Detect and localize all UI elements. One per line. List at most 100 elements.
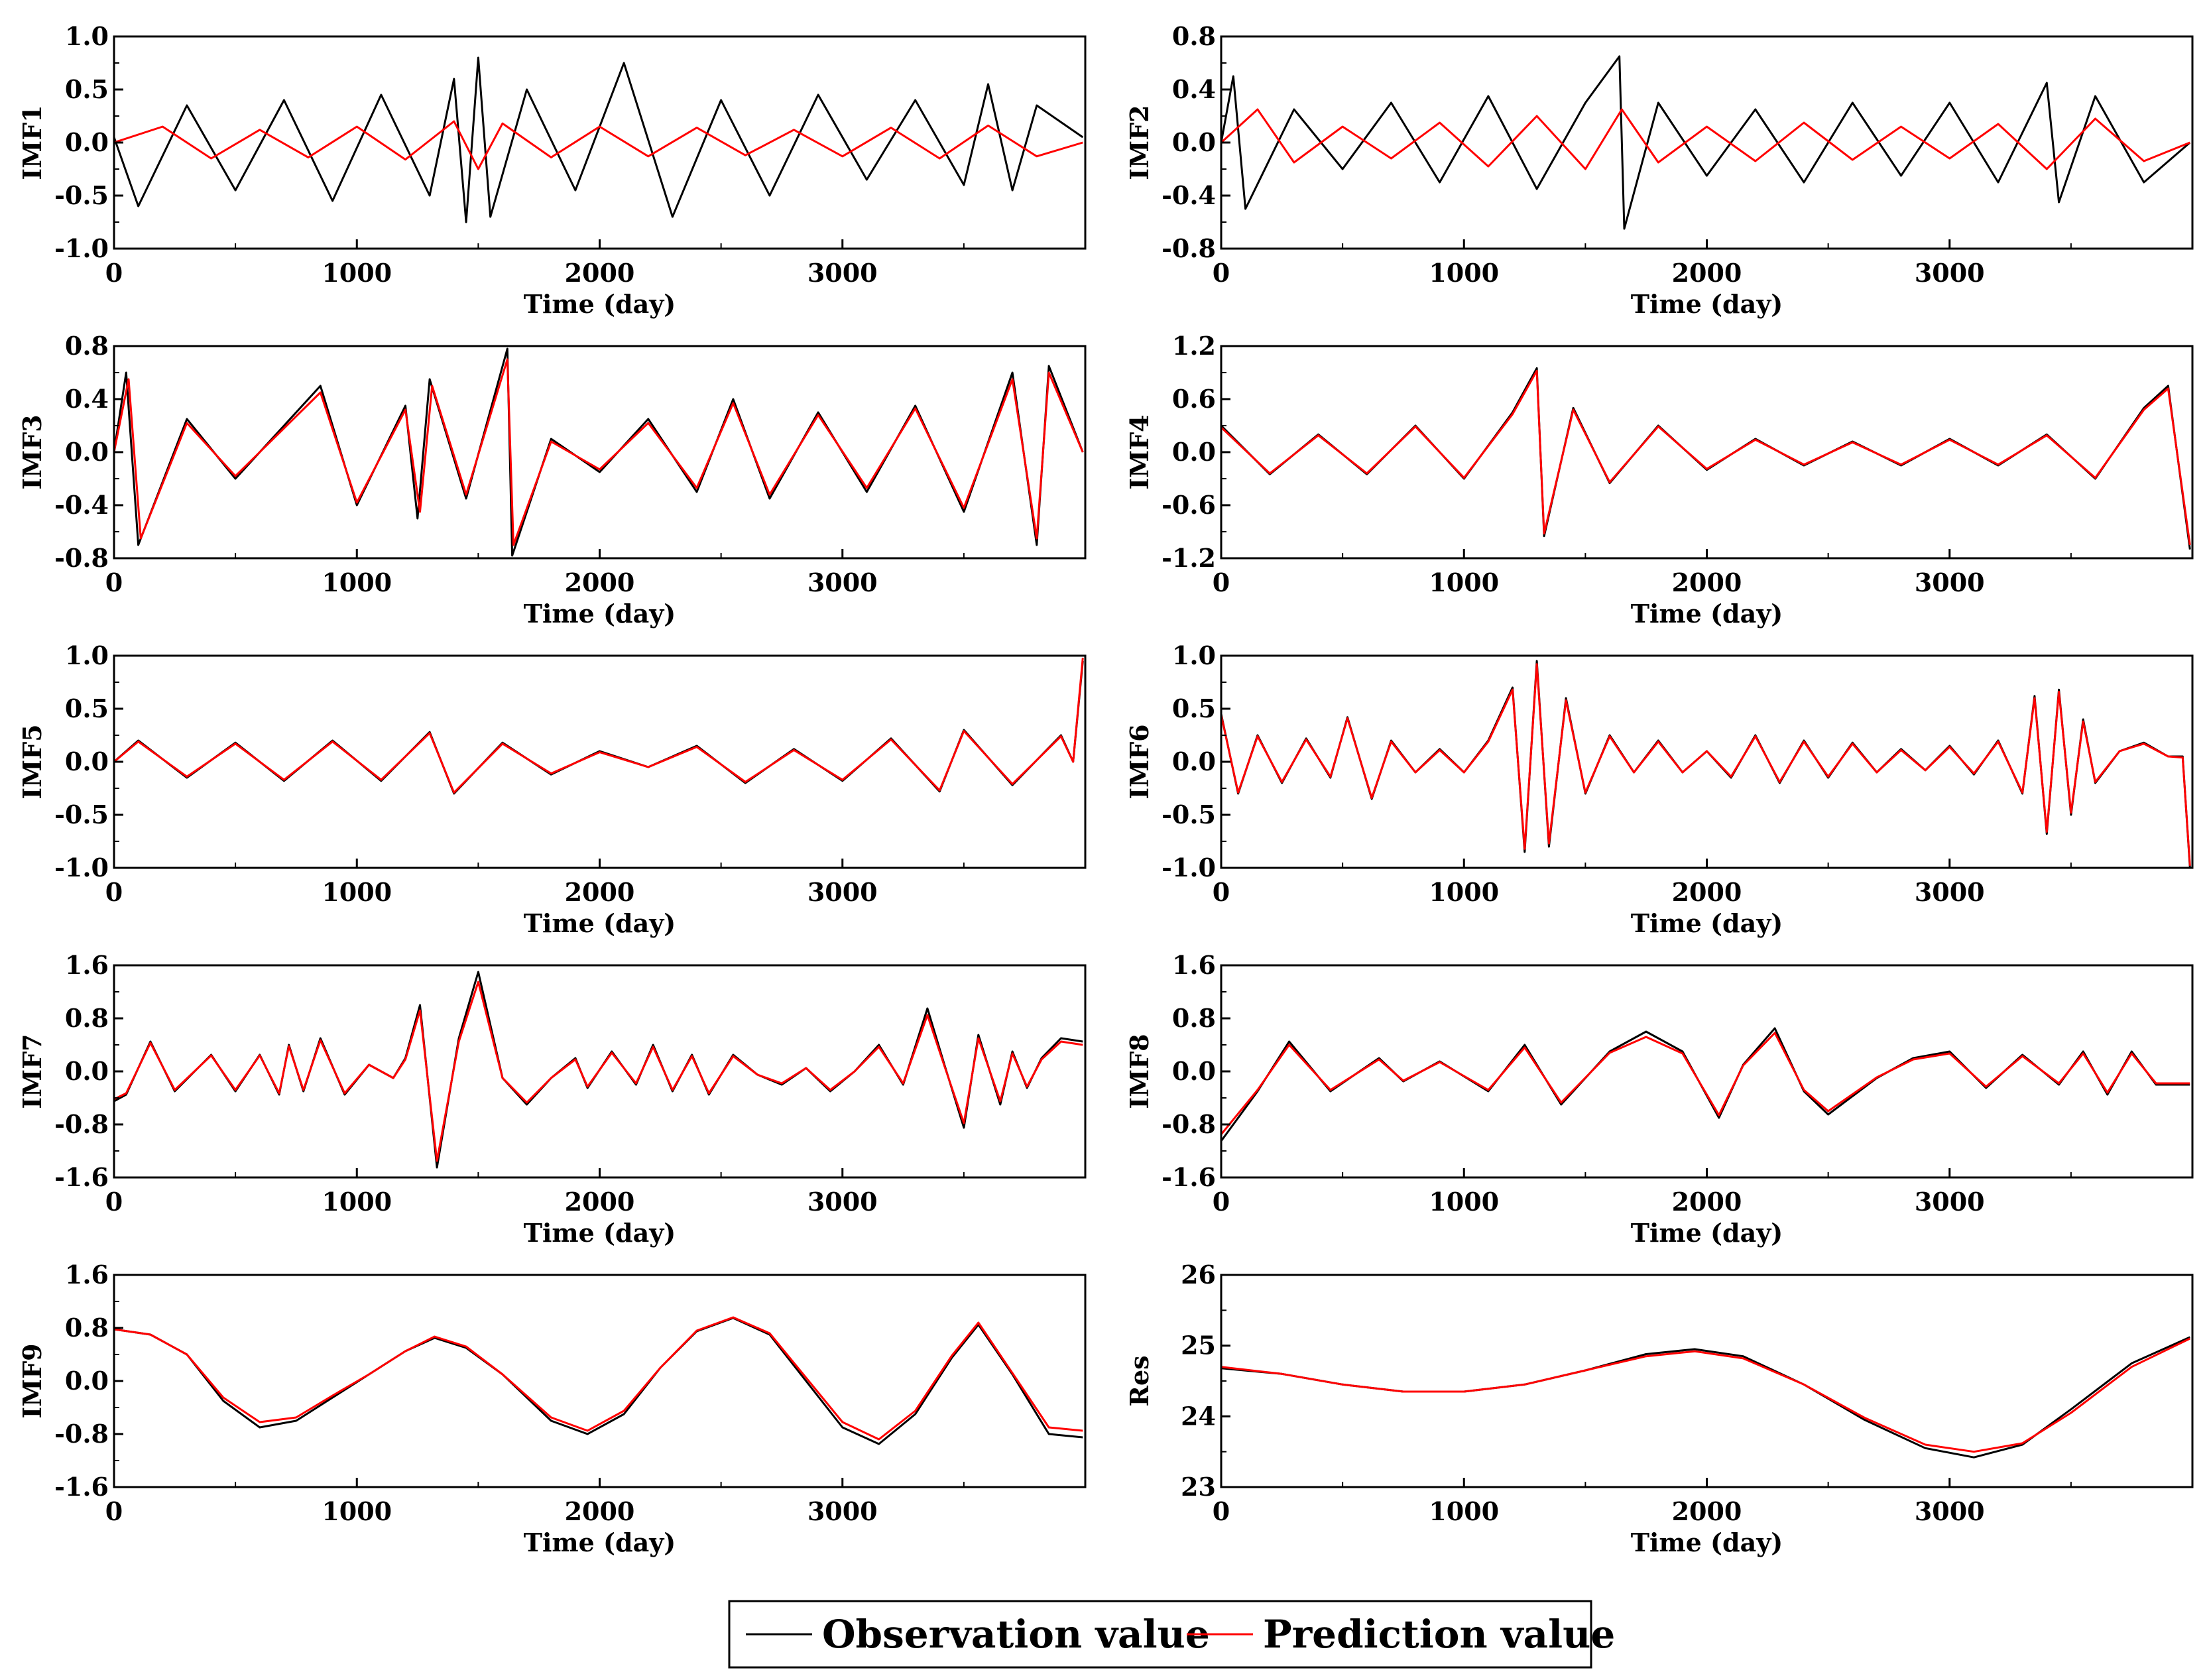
imf6-ytick-label: 0.5 xyxy=(1172,693,1216,723)
imf7-ytick-label: -0.8 xyxy=(54,1109,109,1139)
imf9-xtick-label: 0 xyxy=(105,1496,123,1526)
imf5-ytick-label: 0.5 xyxy=(65,693,109,723)
imf5-xtick-label: 0 xyxy=(105,877,123,907)
imf1-yaxis-label: IMF1 xyxy=(17,105,47,180)
imf3-ytick-label: 0.0 xyxy=(65,437,109,467)
imf2-ytick-label: 0.0 xyxy=(1172,127,1216,157)
imf9-ytick-label: 0.8 xyxy=(65,1313,109,1343)
panel-imf2: 0.8 0.4 0.0 -0.4 -0.80 1000 2000 3000 Time (day)… xyxy=(1124,21,2194,319)
imf5-xtick-label: 1000 xyxy=(322,877,392,907)
imf4-xtick-label: 2000 xyxy=(1672,568,1742,597)
panel-imf3: 0.8 0.4 0.0 -0.4 -0.80 1000 2000 3000 Time (day)… xyxy=(17,331,1087,629)
imf3-xtick-label: 3000 xyxy=(807,568,878,597)
res-ytick-label: 26 xyxy=(1181,1260,1216,1290)
imf7-xtick-label: 3000 xyxy=(807,1187,878,1217)
imf4-xtick-label: 0 xyxy=(1213,568,1230,597)
imf3-yaxis-label: IMF3 xyxy=(17,414,47,489)
imf1-ytick-label: 1.0 xyxy=(65,21,109,51)
imf7-series-prediction-line xyxy=(114,981,1083,1162)
imf5-ytick-label: -0.5 xyxy=(54,800,109,829)
imf6-xaxis-label: Time (day) xyxy=(1631,908,1783,938)
imf2-ytick-label: 0.4 xyxy=(1172,74,1216,104)
res-xaxis-label: Time (day) xyxy=(1631,1528,1783,1557)
imf2-ytick-label: 0.8 xyxy=(1172,21,1216,51)
imf7-xtick-label: 1000 xyxy=(322,1187,392,1217)
imf3-ytick-label: -0.4 xyxy=(54,490,109,520)
imf5-ytick-label: -1.0 xyxy=(54,853,109,882)
imf5-yaxis-label: IMF5 xyxy=(17,724,47,799)
imf2-xaxis-label: Time (day) xyxy=(1631,289,1783,319)
imf8-series-prediction-line xyxy=(1221,1032,2190,1135)
imf1-ytick-label: 0.5 xyxy=(65,74,109,104)
imf5-ytick-label: 0.0 xyxy=(65,747,109,776)
imf2-ytick-label: -0.8 xyxy=(1162,233,1216,263)
imf2-xtick-label: 2000 xyxy=(1672,258,1742,288)
panel-imf9: 1.6 0.8 0.0 -0.8 -1.60 1000 2000 3000 Time (day)… xyxy=(17,1260,1087,1557)
panel-res: 26 25 24 230 1000 2000 3000 Time (day) Res xyxy=(1124,1260,2194,1557)
imf2-xtick-label: 1000 xyxy=(1429,258,1499,288)
imf8-ytick-label: -1.6 xyxy=(1162,1162,1216,1192)
imf1-ytick-label: -0.5 xyxy=(54,180,109,210)
res-xtick-label: 1000 xyxy=(1429,1496,1499,1526)
imf7-ytick-label: 0.0 xyxy=(65,1056,109,1086)
imf3-xtick-label: 2000 xyxy=(565,568,635,597)
imf6-xtick-label: 1000 xyxy=(1429,877,1499,907)
imf7-xaxis-label: Time (day) xyxy=(524,1218,676,1248)
legend-prediction-label: Prediction value xyxy=(1263,1612,1615,1657)
imf3-xtick-label: 0 xyxy=(105,568,123,597)
imf9-ytick-label: -1.6 xyxy=(54,1472,109,1502)
imf1-ytick-label: 0.0 xyxy=(65,127,109,157)
imf7-xtick-label: 2000 xyxy=(565,1187,635,1217)
imf9-xaxis-label: Time (day) xyxy=(524,1528,676,1557)
imf6-yaxis-label: IMF6 xyxy=(1124,724,1154,799)
res-series-prediction-line xyxy=(1221,1337,2190,1453)
panel-imf4: 1.2 0.6 0.0 -0.6 -1.20 1000 2000 3000 Time (day)… xyxy=(1124,331,2194,629)
imf8-yaxis-label: IMF8 xyxy=(1124,1034,1154,1109)
imf6-xtick-label: 3000 xyxy=(1915,877,1985,907)
imf1-xtick-label: 0 xyxy=(105,258,123,288)
imf2-series-observation-line xyxy=(1221,55,2191,230)
imf4-ytick-label: -0.6 xyxy=(1162,490,1216,520)
imf1-ytick-label: -1.0 xyxy=(54,233,109,263)
imf4-yaxis-label: IMF4 xyxy=(1124,414,1154,489)
imf4-ytick-label: 1.2 xyxy=(1172,331,1216,361)
imf2-yaxis-label: IMF2 xyxy=(1124,105,1154,180)
imf8-xtick-label: 2000 xyxy=(1672,1187,1742,1217)
imf6-xtick-label: 0 xyxy=(1213,877,1230,907)
imf9-ytick-label: -0.8 xyxy=(54,1419,109,1449)
imf3-ytick-label: 0.8 xyxy=(65,331,109,361)
imf9-series-observation-line xyxy=(114,1317,1083,1445)
legend: Observation value Prediction value xyxy=(728,1600,1615,1669)
imf7-ytick-label: 0.8 xyxy=(65,1003,109,1033)
res-xtick-label: 3000 xyxy=(1915,1496,1985,1526)
imf9-series-prediction-line xyxy=(114,1316,1083,1441)
imf9-ytick-label: 0.0 xyxy=(65,1366,109,1396)
imf2-ytick-label: -0.4 xyxy=(1162,180,1216,210)
imf8-xtick-label: 3000 xyxy=(1915,1187,1985,1217)
imf7-yaxis-label: IMF7 xyxy=(17,1034,47,1109)
imf4-series-prediction-line xyxy=(1221,369,2191,546)
imf1-xtick-label: 3000 xyxy=(807,258,878,288)
imf5-xtick-label: 3000 xyxy=(807,877,878,907)
imf3-ytick-label: 0.4 xyxy=(65,384,109,414)
imf6-xtick-label: 2000 xyxy=(1672,877,1742,907)
imf1-xaxis-label: Time (day) xyxy=(524,289,676,319)
panel-imf8: 1.6 0.8 0.0 -0.8 -1.60 1000 2000 3000 Time (day)… xyxy=(1124,950,2194,1248)
imf7-xtick-label: 0 xyxy=(105,1187,123,1217)
imf5-series-prediction-line xyxy=(114,658,1084,794)
imf4-ytick-label: 0.0 xyxy=(1172,437,1216,467)
imf5-xaxis-label: Time (day) xyxy=(524,908,676,938)
imf8-ytick-label: 0.0 xyxy=(1172,1056,1216,1086)
imf6-ytick-label: -0.5 xyxy=(1162,800,1216,829)
imf1-series-observation-line xyxy=(114,56,1084,223)
imf6-series-prediction-line xyxy=(1221,663,2191,866)
imf8-ytick-label: 1.6 xyxy=(1172,950,1216,980)
imf3-ytick-label: -0.8 xyxy=(54,543,109,573)
imf8-xaxis-label: Time (day) xyxy=(1631,1218,1783,1248)
res-ytick-label: 23 xyxy=(1181,1472,1216,1502)
imf9-ytick-label: 1.6 xyxy=(65,1260,109,1290)
imf8-ytick-label: 0.8 xyxy=(1172,1003,1216,1033)
imf4-xtick-label: 1000 xyxy=(1429,568,1499,597)
